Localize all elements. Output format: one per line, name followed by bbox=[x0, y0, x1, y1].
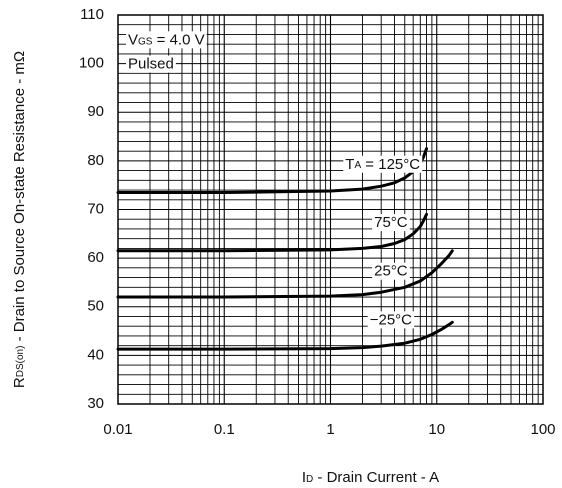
y-tick-label: 50 bbox=[87, 298, 104, 315]
curve-label-background bbox=[372, 262, 410, 280]
vgs-condition-label: VGS = 4.0 V bbox=[128, 31, 205, 48]
series-curve bbox=[116, 212, 428, 253]
x-tick-label: 1 bbox=[326, 421, 334, 438]
x-tick-label: 0.01 bbox=[103, 421, 132, 438]
x-axis-title: ID - Drain Current - A bbox=[302, 469, 439, 486]
plot-frame bbox=[117, 14, 544, 405]
pulsed-label: Pulsed bbox=[128, 56, 174, 73]
pulsed-label-background bbox=[126, 55, 176, 73]
curve-label: TA = 125°C bbox=[345, 156, 420, 173]
y-tick-label: 80 bbox=[87, 152, 104, 169]
y-tick-label: 40 bbox=[87, 346, 104, 363]
y-tick-label: 30 bbox=[87, 395, 104, 412]
x-tick-labels: 0.01 0.1 1 10 100 bbox=[103, 421, 555, 438]
curve-label-background bbox=[372, 214, 410, 232]
curve-label: −25°C bbox=[370, 311, 412, 328]
curve-labels: TA = 125°C 75°C 25°C −25°C bbox=[343, 155, 423, 329]
y-tick-label: 60 bbox=[87, 249, 104, 266]
curve-label: 25°C bbox=[374, 263, 408, 280]
y-tick-labels: 30 40 50 60 70 80 90 100 110 bbox=[79, 6, 104, 412]
x-tick-label: 100 bbox=[530, 421, 555, 438]
series-curve bbox=[116, 249, 454, 299]
y-axis-title: RDS(on) - Drain to Source On-state Resis… bbox=[11, 51, 28, 388]
curves bbox=[116, 147, 454, 351]
x-tick-label: 0.1 bbox=[214, 421, 235, 438]
y-tick-label: 70 bbox=[87, 200, 104, 217]
curve-label-background bbox=[343, 155, 423, 173]
vgs-label-background bbox=[126, 31, 207, 49]
y-tick-label: 100 bbox=[79, 55, 104, 72]
y-tick-label: 110 bbox=[80, 6, 104, 23]
curve-label: 75°C bbox=[374, 214, 408, 231]
x-tick-label: 10 bbox=[428, 421, 445, 438]
series-curve bbox=[116, 320, 454, 351]
grid bbox=[118, 15, 543, 404]
curve-label-background bbox=[367, 311, 415, 329]
y-tick-label: 90 bbox=[87, 103, 104, 120]
